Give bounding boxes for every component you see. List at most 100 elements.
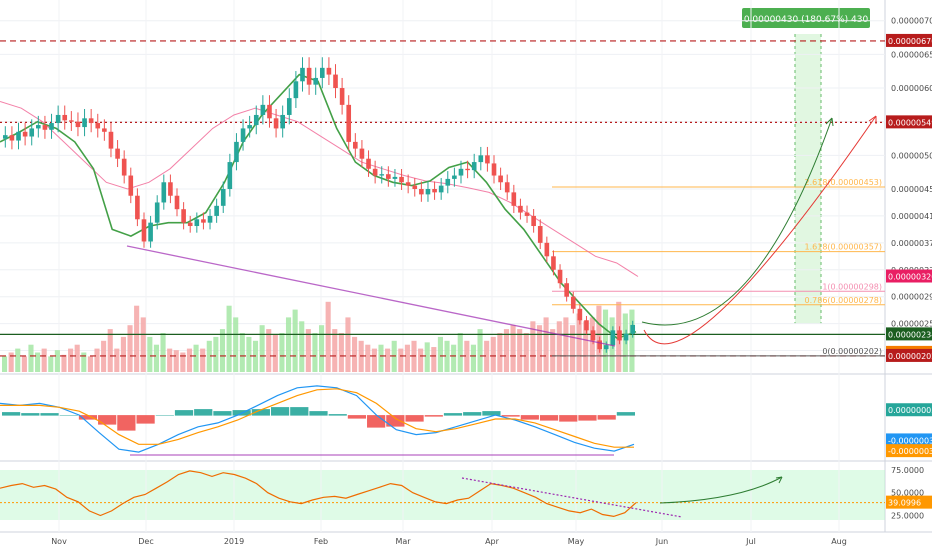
candle-body — [537, 226, 543, 243]
candle-body — [220, 189, 226, 206]
candle-body — [62, 114, 68, 121]
volume-bar — [48, 356, 54, 372]
macd-histogram-bar — [501, 415, 520, 417]
volume-bar — [134, 305, 140, 372]
macd-histogram-bar — [463, 412, 482, 416]
volume-bar — [424, 342, 430, 372]
volume-bar — [437, 336, 443, 372]
candle-body — [121, 158, 127, 176]
volume-bar — [160, 333, 166, 372]
rsi-divergence-line — [461, 477, 683, 518]
macd-histogram-bar — [443, 413, 463, 416]
volume-bar — [61, 354, 67, 372]
volume-bar — [272, 334, 278, 372]
volume-bars — [2, 301, 635, 372]
volume-bar — [259, 325, 265, 372]
volume-bar — [470, 344, 476, 372]
candle-body — [9, 135, 15, 141]
volume-bar — [186, 348, 193, 372]
volume-bar — [114, 348, 120, 372]
candle-body — [247, 125, 252, 129]
volume-bar — [239, 333, 245, 372]
volume-bar — [226, 305, 232, 372]
candle-body — [201, 219, 206, 223]
candle-body — [570, 296, 576, 309]
candle-body — [399, 176, 404, 183]
volume-bar — [444, 340, 450, 372]
volume-bar — [279, 333, 285, 372]
volume-bar — [378, 344, 384, 372]
ema-slow-line — [0, 101, 639, 277]
volume-bar — [147, 336, 153, 372]
candle-body — [610, 330, 616, 346]
macd-tag-label: -0.00000037 — [888, 447, 932, 456]
macd-histogram-bar — [520, 415, 539, 420]
macd-histogram-bar — [194, 409, 213, 416]
volume-bar — [127, 325, 133, 372]
candle-body — [42, 125, 48, 130]
ema-fast-line — [0, 73, 637, 340]
macd-histogram-bar — [309, 411, 328, 416]
candle-body — [267, 104, 272, 119]
candle-body — [544, 242, 550, 257]
volume-bar — [345, 317, 351, 372]
price-tag-box — [886, 115, 932, 129]
volume-bar — [338, 333, 344, 372]
candle-body — [293, 81, 299, 99]
volume-bar — [312, 333, 318, 372]
volume-bar — [556, 321, 562, 372]
rsi-panel — [0, 470, 885, 518]
candle-body — [280, 114, 285, 129]
volume-bar — [107, 329, 113, 372]
macd-line — [0, 385, 635, 453]
candle-body — [432, 189, 437, 193]
candle-body — [161, 182, 167, 203]
candle-body — [227, 162, 233, 189]
time-tick-label: Jun — [655, 537, 669, 546]
candle-body — [617, 330, 622, 341]
price-tag-label: 0.00000320 — [888, 273, 932, 282]
volume-bar — [15, 348, 21, 372]
rsi-tick-label: 25.0000 — [891, 511, 924, 520]
macd-histogram-bar — [174, 410, 194, 416]
macd-histogram-bar — [59, 415, 78, 416]
macd-histogram-bar — [424, 415, 443, 417]
bearish-projection-arrow — [643, 115, 877, 345]
price-tag-label: 0.00000670 — [888, 37, 932, 46]
volume-bar — [457, 333, 463, 372]
volume-bar — [352, 336, 358, 372]
macd-tag-label: 0.00000005 — [888, 406, 932, 415]
candle-body — [108, 131, 114, 149]
volume-bar — [87, 356, 93, 372]
candle-body — [2, 135, 8, 139]
macd-histogram-bar — [290, 407, 309, 416]
volume-bar — [219, 329, 226, 372]
rsi-tick-label: 75.0000 — [891, 466, 924, 475]
price-tag-label: 0.00000549 — [888, 118, 932, 127]
macd-histogram-bar — [559, 415, 578, 422]
candle-body — [174, 195, 180, 210]
candle-body — [135, 195, 140, 220]
volume-bar — [569, 325, 576, 372]
candle-body — [551, 256, 556, 270]
candle-body — [438, 185, 444, 193]
volume-bar — [200, 348, 206, 372]
candle-body — [419, 189, 424, 195]
fib-levels: 2.618(0.00000453) 1.618(0.00000357) 1(0.00… — [552, 178, 885, 357]
candle-body — [518, 205, 523, 213]
candle-body — [630, 324, 636, 334]
macd-histogram-bar — [539, 415, 559, 421]
volume-bar — [404, 344, 410, 372]
volume-bar — [120, 336, 126, 372]
volume-bar — [213, 336, 219, 372]
candle-body — [359, 148, 365, 159]
candle-body — [465, 168, 470, 171]
time-tick-label: Aug — [831, 537, 847, 546]
candle-body — [425, 189, 431, 195]
candle-body — [95, 123, 101, 129]
